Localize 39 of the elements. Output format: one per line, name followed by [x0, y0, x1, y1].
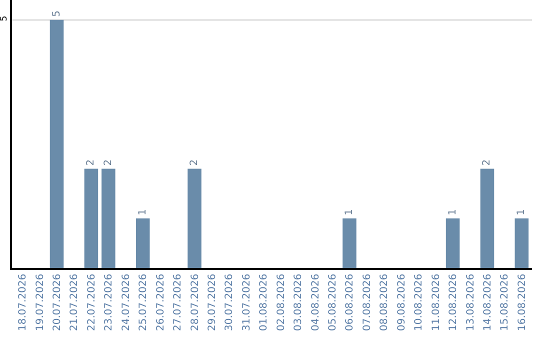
- x-tick-label: 25.07.2026: [138, 274, 150, 332]
- x-tick-label: 16.08.2026: [516, 274, 528, 332]
- x-tick-label: 13.08.2026: [465, 274, 476, 332]
- x-tick-label: 20.07.2026: [52, 274, 64, 332]
- data-label: 2: [86, 159, 97, 166]
- x-tick-label: 04.08.2026: [310, 274, 322, 332]
- x-tick-label: 26.07.2026: [155, 274, 166, 332]
- x-tick-label: 14.08.2026: [482, 274, 494, 332]
- data-label: 1: [516, 208, 528, 216]
- x-tick-label: 11.08.2026: [430, 274, 442, 332]
- x-tick-label: 31.07.2026: [241, 274, 252, 332]
- x-tick-label: 09.08.2026: [396, 274, 408, 332]
- x-tick-label: 27.07.2026: [172, 274, 184, 332]
- x-tick-label: 06.08.2026: [344, 274, 356, 332]
- x-tick-label: 12.08.2026: [448, 274, 460, 332]
- x-tick-label: 05.08.2026: [328, 274, 339, 332]
- data-label: 5: [51, 10, 62, 17]
- x-tick-label: 18.07.2026: [18, 274, 29, 332]
- x-tick-label: 21.07.2026: [69, 274, 80, 332]
- x-tick-label: 24.07.2026: [120, 274, 132, 332]
- x-tick-label: 15.08.2026: [500, 274, 511, 332]
- x-tick-label: 30.07.2026: [224, 274, 236, 332]
- x-tick-label: 23.07.2026: [104, 274, 115, 332]
- x-tick-label: 29.07.2026: [206, 274, 218, 332]
- x-tick-label: 03.08.2026: [293, 274, 304, 332]
- x-tick-label: 28.07.2026: [190, 274, 201, 332]
- data-label: 1: [137, 208, 148, 216]
- data-label: 2: [482, 159, 493, 166]
- data-label: 1: [344, 208, 355, 216]
- data-label: 2: [102, 159, 114, 166]
- x-tick-label: 08.08.2026: [379, 274, 390, 332]
- x-tick-label: 10.08.2026: [414, 274, 425, 332]
- x-tick-label: 07.08.2026: [362, 274, 373, 332]
- data-label: 2: [189, 159, 200, 166]
- x-tick-label: 02.08.2026: [276, 274, 287, 332]
- x-tick-label: 19.07.2026: [34, 274, 46, 332]
- data-label: 1: [447, 208, 458, 216]
- x-tick-label: 01.08.2026: [258, 274, 270, 332]
- x-tick-label: 22.07.2026: [86, 274, 98, 332]
